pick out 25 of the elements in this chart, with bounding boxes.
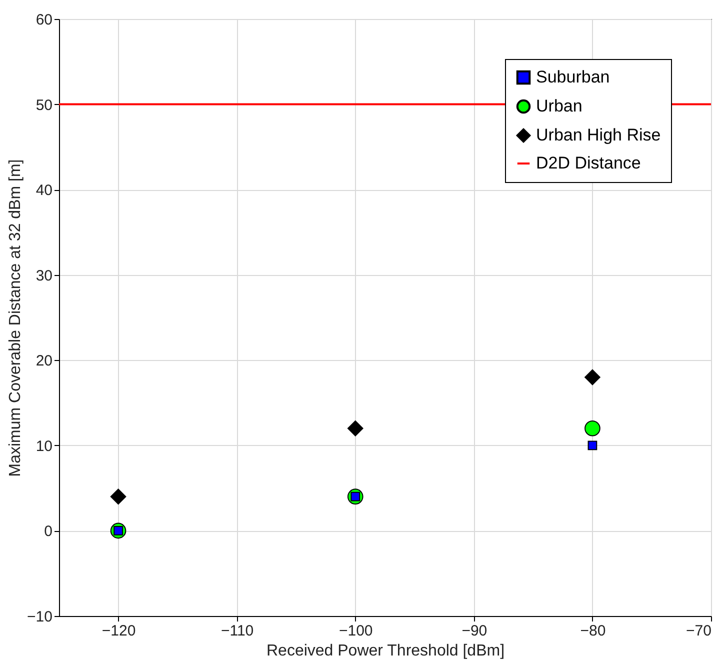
y-tick-label: 0 bbox=[44, 523, 52, 540]
point bbox=[110, 488, 126, 505]
legend-label: Suburban bbox=[536, 68, 610, 86]
y-tick-label: 20 bbox=[36, 352, 52, 370]
point bbox=[588, 440, 598, 450]
point bbox=[584, 420, 600, 436]
y-tick-label: 10 bbox=[36, 438, 52, 455]
point bbox=[347, 420, 364, 436]
y-tick-label: 50 bbox=[36, 96, 52, 114]
x-tick-label: −80 bbox=[580, 622, 606, 640]
y-tick-label: 60 bbox=[36, 12, 52, 28]
y-tick-label: 40 bbox=[36, 182, 52, 200]
legend-label: D2D Distance bbox=[536, 154, 641, 172]
point bbox=[584, 369, 600, 386]
y-axis-title: Maximum Coverable Distance at 32 dBm [m] bbox=[7, 159, 24, 477]
x-tick-label: −70 bbox=[686, 622, 712, 640]
x-tick-label: −120 bbox=[102, 622, 136, 640]
x-axis-title: Received Power Threshold [dBm] bbox=[266, 642, 505, 660]
x-tick-label: −110 bbox=[220, 622, 254, 640]
y-tick-label: −10 bbox=[27, 608, 52, 626]
legend-label: Urban High Rise bbox=[536, 126, 661, 144]
legend-label: Urban bbox=[536, 96, 582, 116]
x-tick-label: −90 bbox=[462, 622, 488, 640]
y-tick-label: 30 bbox=[36, 267, 52, 284]
x-tick-label: −100 bbox=[338, 622, 373, 640]
